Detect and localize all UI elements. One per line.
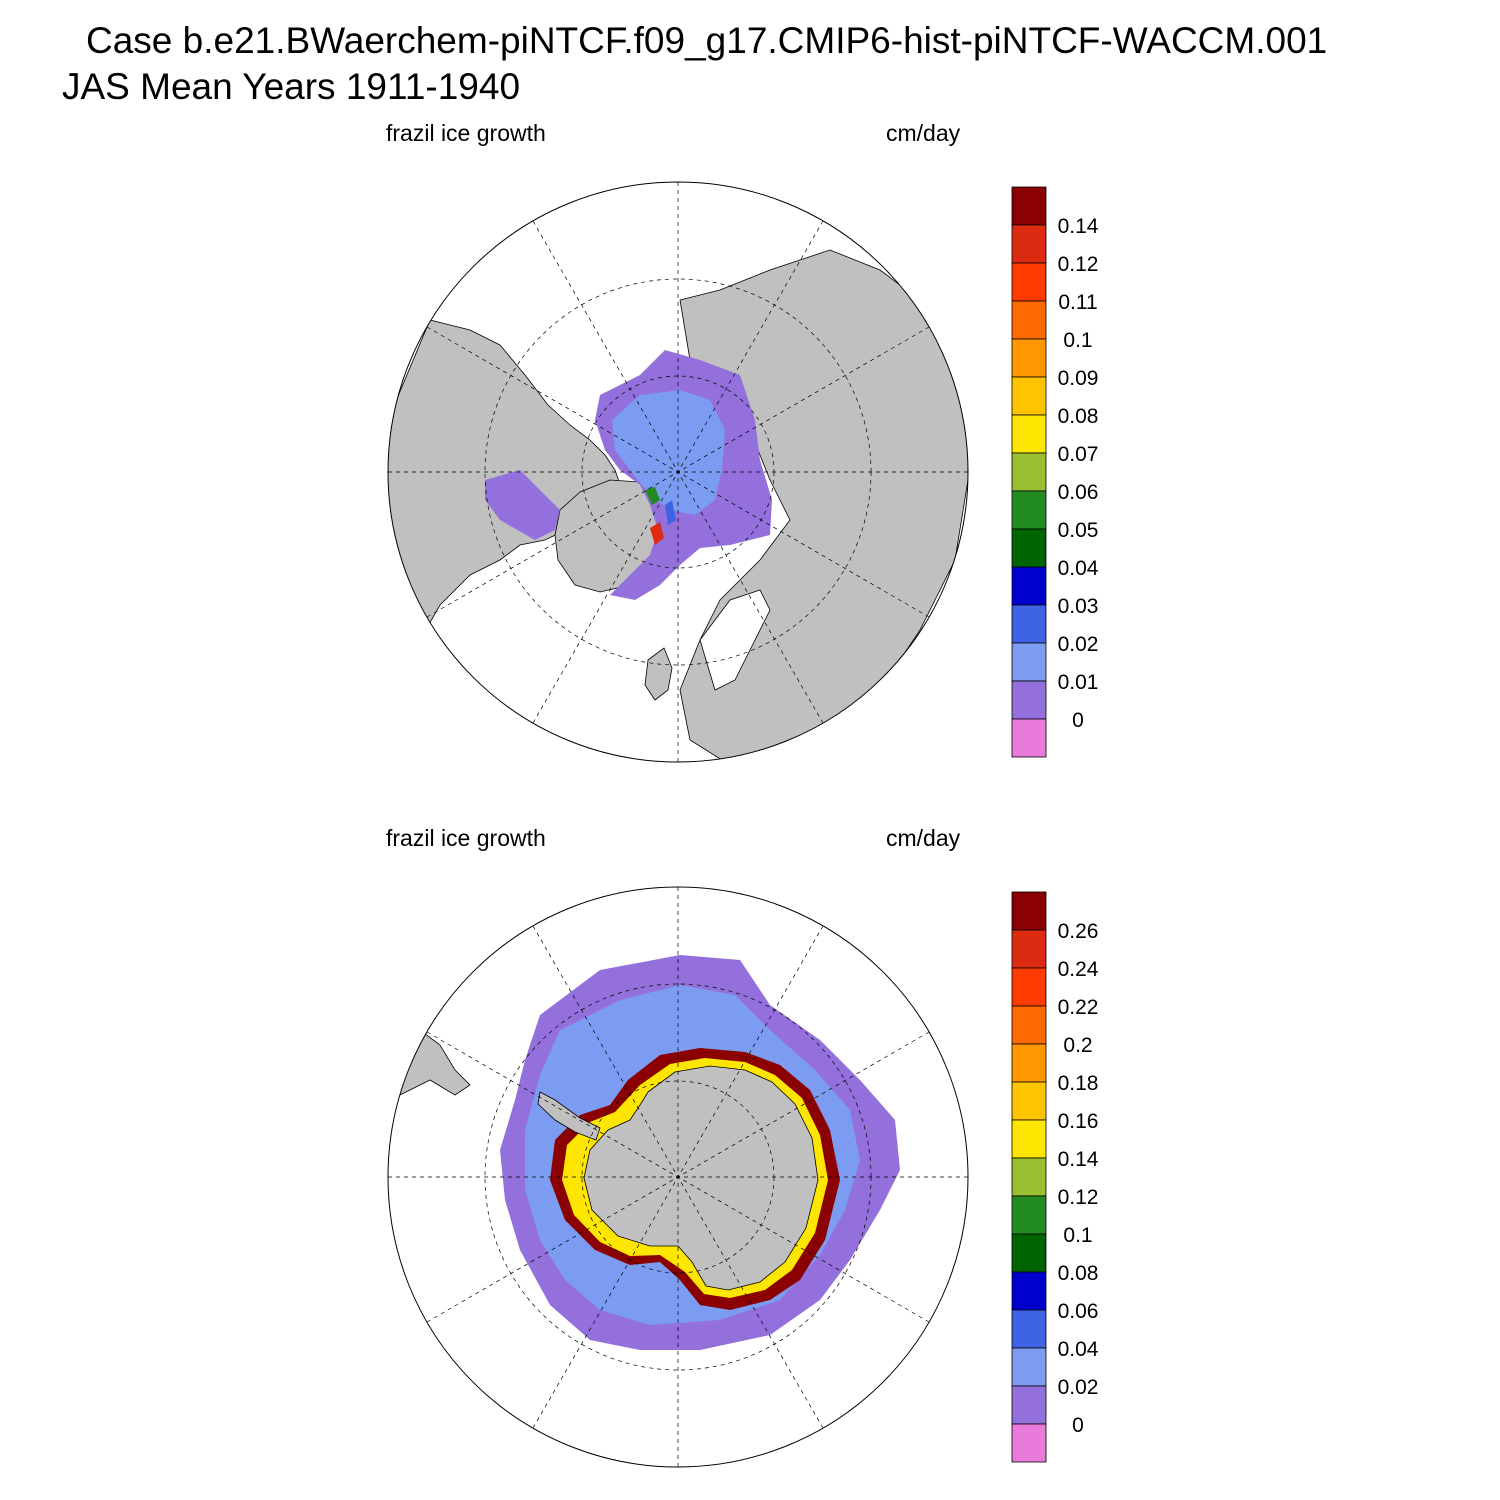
colorbar-tick-label: 0.1 (1063, 1224, 1092, 1247)
colorbar-box (1011, 490, 1047, 530)
north-panel-units-label: cm/day (886, 120, 961, 146)
south-colorbar: 0.26 0.24 0.22 0.2 0.18 0.16 0.14 0.12 0.1 0.08 0.… (1011, 891, 1099, 1463)
colorbar-tick-label: 0.02 (1058, 1376, 1099, 1399)
figure-title-line2: JAS Mean Years 1911-1940 (62, 66, 521, 107)
colorbar-tick-label: 0.06 (1058, 481, 1099, 504)
colorbar-box (1011, 1081, 1047, 1121)
colorbar-tick-label: 0.04 (1058, 1338, 1099, 1361)
colorbar-box (1011, 1195, 1047, 1235)
colorbar-box (1011, 891, 1047, 931)
colorbar-box (1011, 967, 1047, 1007)
colorbar-tick-label: 0.22 (1058, 996, 1099, 1019)
colorbar-box (1011, 1271, 1047, 1311)
colorbar-box (1011, 642, 1047, 682)
colorbar-tick-label: 0.04 (1058, 557, 1099, 580)
colorbar-tick-label: 0.02 (1058, 633, 1099, 656)
north-panel-variable-label: frazil ice growth (386, 120, 546, 146)
colorbar-box (1011, 1043, 1047, 1083)
north-colorbar: 0.14 0.12 0.11 0.1 0.09 0.08 0.07 0.06 0.05 0.04 0… (1011, 186, 1099, 758)
colorbar-box (1011, 186, 1047, 226)
colorbar-box (1011, 528, 1047, 568)
colorbar-box (1011, 1423, 1047, 1463)
colorbar-box (1011, 1385, 1047, 1425)
colorbar-tick-label: 0.24 (1058, 958, 1099, 981)
colorbar-tick-label: 0.08 (1058, 1262, 1099, 1285)
colorbar-tick-label: 0.12 (1058, 253, 1099, 276)
south-polar-map (387, 886, 969, 1468)
colorbar-tick-label: 0.14 (1058, 1148, 1099, 1171)
colorbar-box (1011, 1347, 1047, 1387)
colorbar-tick-label: 0 (1072, 709, 1084, 732)
colorbar-tick-label: 0.14 (1058, 215, 1099, 238)
colorbar-tick-label: 0.09 (1058, 367, 1099, 390)
colorbar-box (1011, 680, 1047, 720)
colorbar-box (1011, 1119, 1047, 1159)
colorbar-tick-label: 0.01 (1058, 671, 1099, 694)
colorbar-box (1011, 566, 1047, 606)
colorbar-tick-label: 0.12 (1058, 1186, 1099, 1209)
north-frazil-lightblue (612, 390, 725, 515)
antarctica-land (583, 1065, 819, 1291)
colorbar-box (1011, 338, 1047, 378)
colorbar-box (1011, 262, 1047, 302)
colorbar-tick-label: 0.05 (1058, 519, 1099, 542)
colorbar-tick-label: 0.1 (1063, 329, 1092, 352)
south-panel-units-label: cm/day (886, 825, 961, 851)
colorbar-tick-label: 0.03 (1058, 595, 1099, 618)
colorbar-box (1011, 1157, 1047, 1197)
colorbar-box (1011, 224, 1047, 264)
colorbar-tick-label: 0.08 (1058, 405, 1099, 428)
britain-land (644, 647, 673, 701)
south-panel-variable-label: frazil ice growth (386, 825, 546, 851)
colorbar-box (1011, 300, 1047, 340)
colorbar-tick-label: 0.18 (1058, 1072, 1099, 1095)
colorbar-tick-label: 0.06 (1058, 1300, 1099, 1323)
colorbar-box (1011, 452, 1047, 492)
colorbar-tick-label: 0.26 (1058, 920, 1099, 943)
colorbar-box (1011, 604, 1047, 644)
figure-title-line1: Case b.e21.BWaerchem-piNTCF.f09_g17.CMIP… (86, 20, 1328, 61)
north-polar-map (387, 181, 969, 763)
colorbar-tick-label: 0 (1072, 1414, 1084, 1437)
colorbar-box (1011, 414, 1047, 454)
colorbar-box (1011, 376, 1047, 416)
colorbar-box (1011, 718, 1047, 758)
colorbar-tick-label: 0.2 (1063, 1034, 1092, 1057)
colorbar-box (1011, 1309, 1047, 1349)
colorbar-box (1011, 1233, 1047, 1273)
colorbar-box (1011, 1005, 1047, 1045)
colorbar-tick-label: 0.11 (1058, 291, 1097, 314)
colorbar-tick-label: 0.16 (1058, 1110, 1099, 1133)
colorbar-box (1011, 929, 1047, 969)
colorbar-tick-label: 0.07 (1058, 443, 1099, 466)
